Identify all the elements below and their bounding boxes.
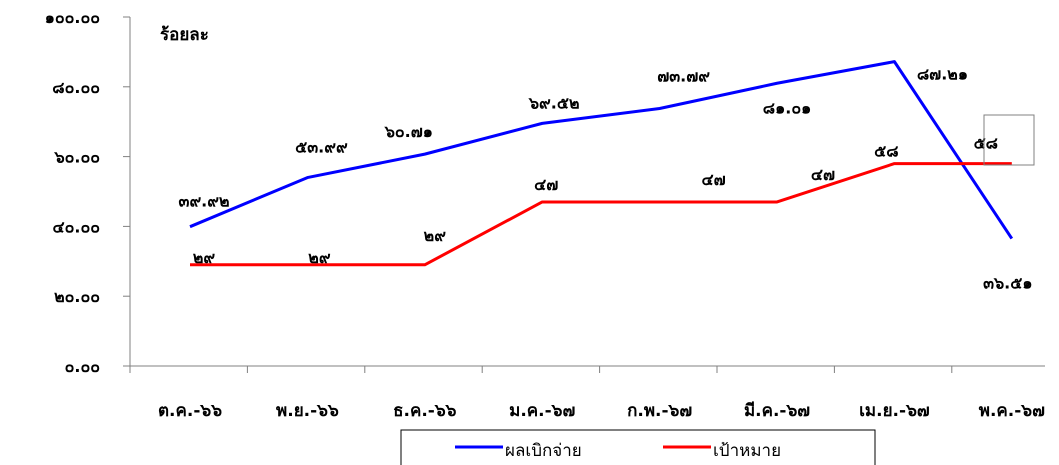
x-tick-label: พ.ค.-๖๗	[979, 401, 1045, 421]
data-label: ๒๙	[308, 248, 331, 267]
data-label: ๓๖.๕๑	[983, 274, 1032, 293]
unit-label: ร้อยละ	[160, 25, 209, 45]
series-line-2	[190, 162, 1012, 267]
legend-label: เป้าหมาย	[713, 441, 781, 461]
data-label: ๒๙	[193, 248, 216, 267]
x-tick-label: ม.ค.-๖๗	[509, 401, 575, 421]
data-label: ๕๘	[974, 134, 998, 153]
data-label: ๒๙	[424, 226, 447, 245]
y-tick-label: ๒๐.๐๐	[54, 287, 100, 306]
x-tick-label: พ.ย.-๖๖	[276, 401, 339, 421]
data-label: ๔๗	[811, 165, 835, 184]
data-label: ๗๓.๗๙	[657, 66, 710, 85]
data-label: ๓๙.๙๒	[179, 192, 230, 211]
highlight-box	[983, 114, 1035, 166]
y-tick-label: ๑๐๐.๐๐	[45, 8, 100, 27]
x-tick-label: ต.ค.-๖๖	[158, 401, 222, 421]
data-label: ๘๗.๒๑	[917, 65, 968, 84]
data-label: ๔๗	[534, 175, 558, 194]
y-tick-label: ๘๐.๐๐	[52, 78, 100, 97]
data-label: ๖๐.๗๑	[384, 122, 433, 141]
series-line-1	[189, 60, 1014, 240]
data-label: ๘๑.๐๑	[763, 98, 812, 117]
legend-label: ผลเบิกจ่าย	[505, 441, 582, 461]
x-tick-label: เม.ย.-๖๗	[859, 401, 930, 421]
y-tick-label: ๖๐.๐๐	[53, 148, 100, 167]
x-tick-label: มี.ค.-๖๗	[744, 400, 810, 421]
data-label: ๕๓.๙๙	[295, 138, 348, 157]
x-tick-label: ก.พ.-๖๗	[627, 401, 692, 421]
y-tick-label: ๔๐.๐๐	[53, 217, 100, 236]
data-label: ๔๗	[702, 170, 726, 189]
data-label: ๕๘	[874, 142, 898, 161]
y-tick-label: ๐.๐๐	[65, 357, 100, 376]
x-tick-label: ธ.ค.-๖๖	[393, 401, 457, 421]
data-label: ๖๙.๕๒	[528, 93, 580, 112]
